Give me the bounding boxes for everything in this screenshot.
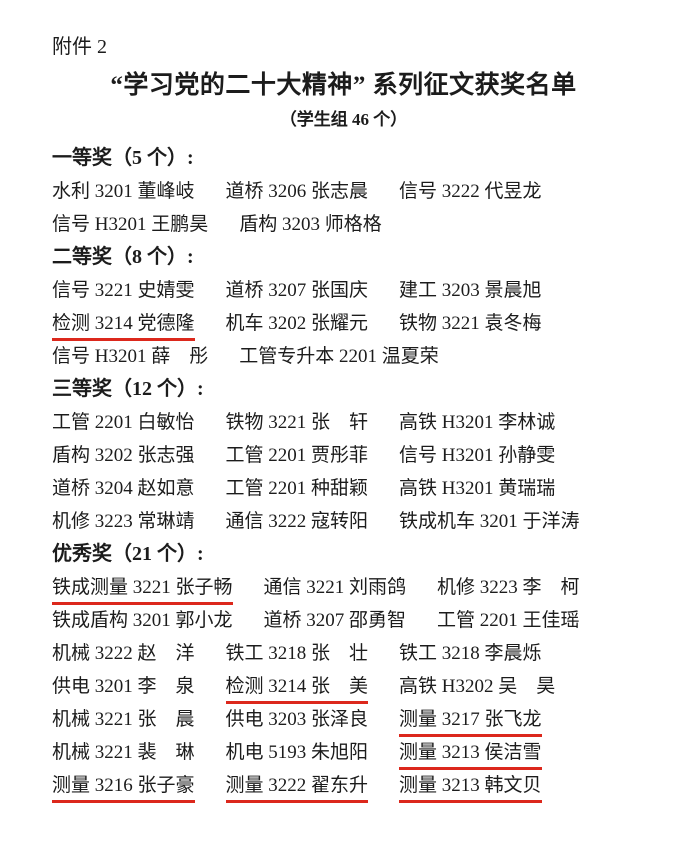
award-entry-underlined: 测量 3213 侯洁雪 xyxy=(399,741,542,770)
award-entry: 机械 3221 张 晨 xyxy=(52,709,195,730)
award-entry: 工管 2201 贾彤菲 xyxy=(225,445,369,466)
award-entry-underlined: 测量 3216 张子豪 xyxy=(52,774,195,803)
award-section-2: 二等奖（8 个）: 信号 3221 史婧雯 道桥 3207 张国庆 建工 3203 景… xyxy=(52,241,641,373)
award-entry: 盾构 3203 师格格 xyxy=(239,214,382,235)
award-entry: 铁工 3218 张 壮 xyxy=(225,643,369,664)
award-row: 信号 H3201 薛 彤 工管专升本 2201 温夏荣 xyxy=(52,340,641,373)
award-entry: 道桥 3207 邵勇智 xyxy=(263,610,407,631)
award-entry: 机械 3222 赵 洋 xyxy=(52,643,195,664)
award-row: 供电 3201 李 泉 检测 3214 张 美 高铁 H3202 吴 昊 xyxy=(52,670,641,704)
award-entry-underlined: 测量 3222 翟东升 xyxy=(225,774,369,803)
award-entry-underlined: 铁成测量 3221 张子畅 xyxy=(52,576,233,605)
award-entry: 建工 3203 景晨旭 xyxy=(399,280,542,301)
award-row: 盾构 3202 张志强 工管 2201 贾彤菲 信号 H3201 孙静雯 xyxy=(52,439,641,472)
award-entry: 信号 3221 史婧雯 xyxy=(52,280,195,301)
award-entry: 工管 2201 王佳瑶 xyxy=(437,610,580,631)
award-row: 水利 3201 董峰岐 道桥 3206 张志晨 信号 3222 代昱龙 xyxy=(52,175,641,208)
award-entry-underlined: 检测 3214 张 美 xyxy=(225,675,369,704)
award-entry: 通信 3221 刘雨鸽 xyxy=(263,577,407,598)
award-entry: 信号 H3201 王鹏昊 xyxy=(52,214,209,235)
award-entry: 铁物 3221 袁冬梅 xyxy=(399,313,542,334)
award-entry: 铁物 3221 张 轩 xyxy=(225,412,369,433)
award-row: 铁成测量 3221 张子畅 通信 3221 刘雨鸽 机修 3223 李 柯 xyxy=(52,571,641,605)
award-entry: 高铁 H3201 李林诚 xyxy=(399,412,556,433)
award-sections: 一等奖（5 个）: 水利 3201 董峰岐 道桥 3206 张志晨 信号 3222 代… xyxy=(52,142,641,803)
award-entry: 高铁 H3202 吴 昊 xyxy=(399,676,556,697)
award-section-1: 一等奖（5 个）: 水利 3201 董峰岐 道桥 3206 张志晨 信号 3222 代… xyxy=(52,142,641,241)
award-row: 机械 3221 裴 琳 机电 5193 朱旭阳 测量 3213 侯洁雪 xyxy=(52,736,641,770)
section-heading: 优秀奖（21 个）: xyxy=(52,543,204,565)
award-entry: 机车 3202 张耀元 xyxy=(225,313,369,334)
award-entry: 道桥 3206 张志晨 xyxy=(225,181,369,202)
award-entry: 工管专升本 2201 温夏荣 xyxy=(239,346,439,367)
award-row: 机械 3221 张 晨 供电 3203 张泽良 测量 3217 张飞龙 xyxy=(52,703,641,737)
award-entry: 供电 3201 李 泉 xyxy=(52,676,195,697)
award-entry: 铁工 3218 李晨烁 xyxy=(399,643,542,664)
award-row: 检测 3214 党德隆 机车 3202 张耀元 铁物 3221 袁冬梅 xyxy=(52,307,641,341)
attachment-label: 附件 2 xyxy=(52,36,107,58)
award-entry: 信号 H3201 薛 彤 xyxy=(52,346,209,367)
award-entry: 铁成机车 3201 于洋涛 xyxy=(399,511,580,532)
award-entry: 工管 2201 白敏怡 xyxy=(52,412,195,433)
award-entry-underlined: 测量 3217 张飞龙 xyxy=(399,708,542,737)
award-row: 机械 3222 赵 洋 铁工 3218 张 壮 铁工 3218 李晨烁 xyxy=(52,637,641,670)
award-row: 信号 3221 史婧雯 道桥 3207 张国庆 建工 3203 景晨旭 xyxy=(52,274,641,307)
award-entry: 信号 H3201 孙静雯 xyxy=(399,445,556,466)
award-entry: 机修 3223 李 柯 xyxy=(437,577,580,598)
award-entry: 道桥 3207 张国庆 xyxy=(225,280,369,301)
award-entry: 通信 3222 寇转阳 xyxy=(225,511,369,532)
award-entry: 道桥 3204 赵如意 xyxy=(52,478,195,499)
award-section-3: 三等奖（12 个）: 工管 2201 白敏怡 铁物 3221 张 轩高铁 H3201… xyxy=(52,373,641,538)
award-row: 工管 2201 白敏怡 铁物 3221 张 轩 高铁 H3201 李林诚 xyxy=(52,406,641,439)
award-row: 信号 H3201 王鹏昊 盾构 3203 师格格 xyxy=(52,208,641,241)
award-section-4: 优秀奖（21 个）: 铁成测量 3221 张子畅 通信 3221 刘雨鸽 机修 322… xyxy=(52,538,641,803)
award-row: 测量 3216 张子豪 测量 3222 翟东升 测量 3213 韩文贝 xyxy=(52,769,641,803)
award-entry: 工管 2201 种甜颖 xyxy=(225,478,369,499)
award-row: 机修 3223 常琳靖 通信 3222 寇转阳 铁成机车 3201 于洋涛 xyxy=(52,505,641,538)
section-heading: 二等奖（8 个）: xyxy=(52,246,194,268)
award-entry: 供电 3203 张泽良 xyxy=(225,709,369,730)
document-title: “学习党的二十大精神” 系列征文获奖名单 xyxy=(110,72,577,99)
award-entry: 机电 5193 朱旭阳 xyxy=(225,742,369,763)
award-entry: 信号 3222 代昱龙 xyxy=(399,181,542,202)
award-row: 铁成盾构 3201 郭小龙 道桥 3207 邵勇智 工管 2201 王佳瑶 xyxy=(52,604,641,637)
award-entry: 铁成盾构 3201 郭小龙 xyxy=(52,610,233,631)
award-entry-underlined: 检测 3214 党德隆 xyxy=(52,312,195,341)
section-heading: 三等奖（12 个）: xyxy=(52,378,204,400)
award-row: 道桥 3204 赵如意 工管 2201 种甜颖 高铁 H3201 黄瑞瑞 xyxy=(52,472,641,505)
award-entry: 机修 3223 常琳靖 xyxy=(52,511,195,532)
document-content: 附件 2 “学习党的二十大精神” 系列征文获奖名单 （学生组 46 个） 一等奖… xyxy=(52,36,641,803)
award-entry: 水利 3201 董峰岐 xyxy=(52,181,195,202)
section-heading: 一等奖（5 个）: xyxy=(52,147,194,169)
award-entry-underlined: 测量 3213 韩文贝 xyxy=(399,774,542,803)
award-entry: 高铁 H3201 黄瑞瑞 xyxy=(399,478,556,499)
award-entry: 盾构 3202 张志强 xyxy=(52,445,195,466)
award-entry: 机械 3221 裴 琳 xyxy=(52,742,195,763)
document-subtitle: （学生组 46 个） xyxy=(279,110,408,129)
